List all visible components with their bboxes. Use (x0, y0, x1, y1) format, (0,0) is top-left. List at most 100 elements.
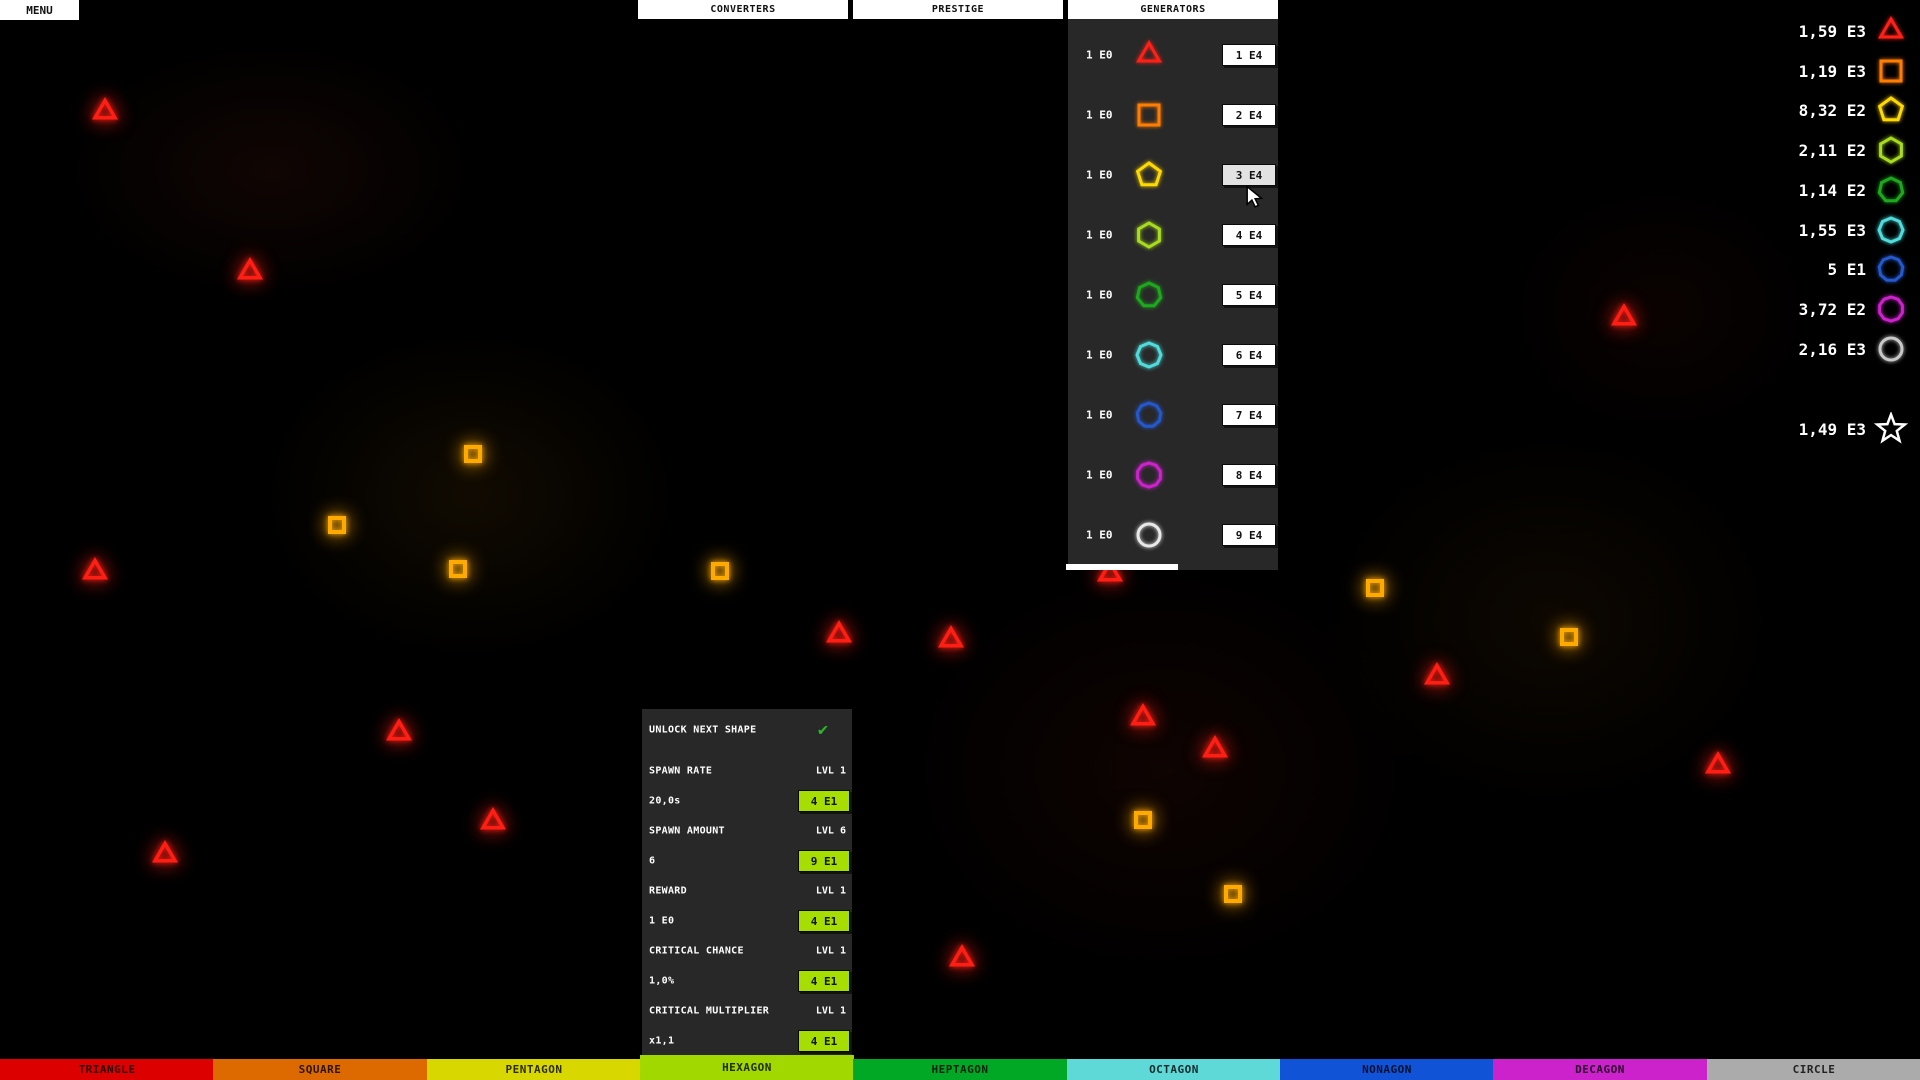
generator-owned-count: 1 E0 (1086, 468, 1113, 482)
upgrade-level: LVL 6 (815, 825, 846, 837)
generator-row: 1 E0 5 E4 (1068, 265, 1278, 325)
tab-converters[interactable]: CONVERTERS (638, 0, 848, 19)
currency-value: 1,14 E2 (1798, 180, 1866, 200)
currency-row: 5 E1 (1827, 252, 1908, 286)
shape-tab-decagon[interactable]: DECAGON (1493, 1059, 1707, 1080)
upgrade-value: x1,1 (649, 1035, 675, 1047)
generator-row: 1 E0 7 E4 (1068, 385, 1278, 445)
spawned-triangle[interactable] (150, 840, 180, 874)
square-icon (1874, 54, 1908, 88)
shape-tab-square[interactable]: SQUARE (213, 1059, 427, 1080)
currency-value: 2,11 E2 (1798, 140, 1866, 160)
spawned-triangle[interactable] (478, 807, 508, 841)
generator-owned-count: 1 E0 (1086, 348, 1113, 362)
square-icon (1134, 100, 1164, 130)
spawned-square[interactable] (445, 556, 471, 586)
triangle-icon (1134, 40, 1164, 70)
currency-row: 2,11 E2 (1799, 133, 1908, 167)
shape-tab-pentagon[interactable]: PENTAGON (427, 1059, 641, 1080)
buy-upgrade-button[interactable]: 9 E1 (798, 850, 850, 872)
hexagon-icon (1134, 220, 1164, 250)
shape-tab-triangle[interactable]: TRIANGLE (0, 1059, 214, 1080)
generator-row: 1 E0 9 E4 (1068, 505, 1278, 565)
generators-scrollbar[interactable] (1066, 564, 1178, 570)
buy-upgrade-button[interactable]: 4 E1 (798, 1030, 850, 1052)
buy-upgrade-button[interactable]: 4 E1 (798, 970, 850, 992)
circle-icon (1874, 332, 1908, 366)
shape-tab-hexagon[interactable]: HEXAGON (640, 1055, 854, 1080)
tab-generators[interactable]: GENERATORS (1068, 0, 1278, 19)
spawned-triangle[interactable] (947, 944, 977, 978)
upgrade-name: CRITICAL CHANCE (649, 945, 744, 957)
spawned-square[interactable] (460, 441, 486, 471)
upgrade-level: LVL 1 (815, 945, 846, 957)
buy-generator-button[interactable]: 6 E4 (1222, 344, 1276, 366)
nonagon-icon (1874, 252, 1908, 286)
currency-value: 5 E1 (1827, 259, 1866, 279)
spawned-triangle[interactable] (1095, 559, 1125, 593)
buy-generator-button[interactable]: 2 E4 (1222, 104, 1276, 126)
shape-tab-circle[interactable]: CIRCLE (1707, 1059, 1920, 1080)
octagon-icon (1874, 213, 1908, 247)
spawned-square[interactable] (1130, 807, 1156, 837)
unlock-next-shape-label: UNLOCK NEXT SHAPE (649, 724, 757, 736)
spawned-triangle[interactable] (1609, 303, 1639, 337)
pentagon-icon (1134, 160, 1164, 190)
buy-generator-button[interactable]: 1 E4 (1222, 44, 1276, 66)
currency-row: 3,72 E2 (1799, 292, 1908, 326)
generator-owned-count: 1 E0 (1086, 408, 1113, 422)
spawned-triangle[interactable] (936, 625, 966, 659)
spawned-triangle[interactable] (1128, 703, 1158, 737)
spawned-triangle[interactable] (1200, 735, 1230, 769)
currency-value: 3,72 E2 (1798, 299, 1866, 319)
buy-generator-button[interactable]: 7 E4 (1222, 404, 1276, 426)
spawned-triangle[interactable] (1422, 662, 1452, 696)
shape-tab-heptagon[interactable]: HEPTAGON (853, 1059, 1067, 1080)
spawned-triangle[interactable] (235, 257, 265, 291)
spawned-triangle[interactable] (90, 97, 120, 131)
spawned-triangle[interactable] (80, 557, 110, 591)
pentagon-icon (1874, 93, 1908, 127)
buy-generator-button[interactable]: 4 E4 (1222, 224, 1276, 246)
spawned-triangle[interactable] (824, 620, 854, 654)
buy-generator-button[interactable]: 5 E4 (1222, 284, 1276, 306)
currency-row: 1,55 E3 (1799, 213, 1908, 247)
spawned-square[interactable] (324, 512, 350, 542)
buy-upgrade-button[interactable]: 4 E1 (798, 910, 850, 932)
buy-generator-button[interactable]: 8 E4 (1222, 464, 1276, 486)
spawned-square[interactable] (1220, 881, 1246, 911)
generator-row: 1 E0 2 E4 (1068, 85, 1278, 145)
spawned-square[interactable] (1556, 624, 1582, 654)
nonagon-icon (1134, 400, 1164, 430)
tab-prestige[interactable]: PRESTIGE (853, 0, 1063, 19)
generator-owned-count: 1 E0 (1086, 168, 1113, 182)
buy-upgrade-button[interactable]: 4 E1 (798, 790, 850, 812)
menu-button[interactable]: MENU (0, 0, 79, 20)
upgrade-name: REWARD (649, 885, 687, 897)
generators-panel: 1 E0 1 E4 1 E0 2 E4 1 E0 3 E4 1 E0 4 E4 1 E0 5 E4… (1068, 19, 1278, 570)
spawned-triangle[interactable] (384, 718, 414, 752)
spawned-triangle[interactable] (1703, 751, 1733, 785)
upgrade-name: SPAWN RATE (649, 765, 713, 777)
buy-generator-button[interactable]: 3 E4 (1222, 164, 1276, 186)
spawned-square[interactable] (707, 558, 733, 588)
decagon-icon (1134, 460, 1164, 490)
currency-value: 1,49 E3 (1798, 419, 1866, 439)
upgrade-value: 6 (649, 855, 656, 867)
generator-owned-count: 1 E0 (1086, 528, 1113, 542)
currency-row: 2,16 E3 (1799, 332, 1908, 366)
buy-generator-button[interactable]: 9 E4 (1222, 524, 1276, 546)
shape-tab-nonagon[interactable]: NONAGON (1280, 1059, 1494, 1080)
generator-owned-count: 1 E0 (1086, 48, 1113, 62)
currency-value: 1,19 E3 (1798, 61, 1866, 81)
currency-value: 2,16 E3 (1798, 339, 1866, 359)
spawned-square[interactable] (1362, 575, 1388, 605)
shape-tab-octagon[interactable]: OCTAGON (1067, 1059, 1281, 1080)
generator-row: 1 E0 1 E4 (1068, 25, 1278, 85)
currency-row-star: 1,49 E3 (1799, 412, 1908, 446)
currency-row: 1,19 E3 (1799, 54, 1908, 88)
triangle-icon (1874, 14, 1908, 48)
octagon-icon (1134, 340, 1164, 370)
